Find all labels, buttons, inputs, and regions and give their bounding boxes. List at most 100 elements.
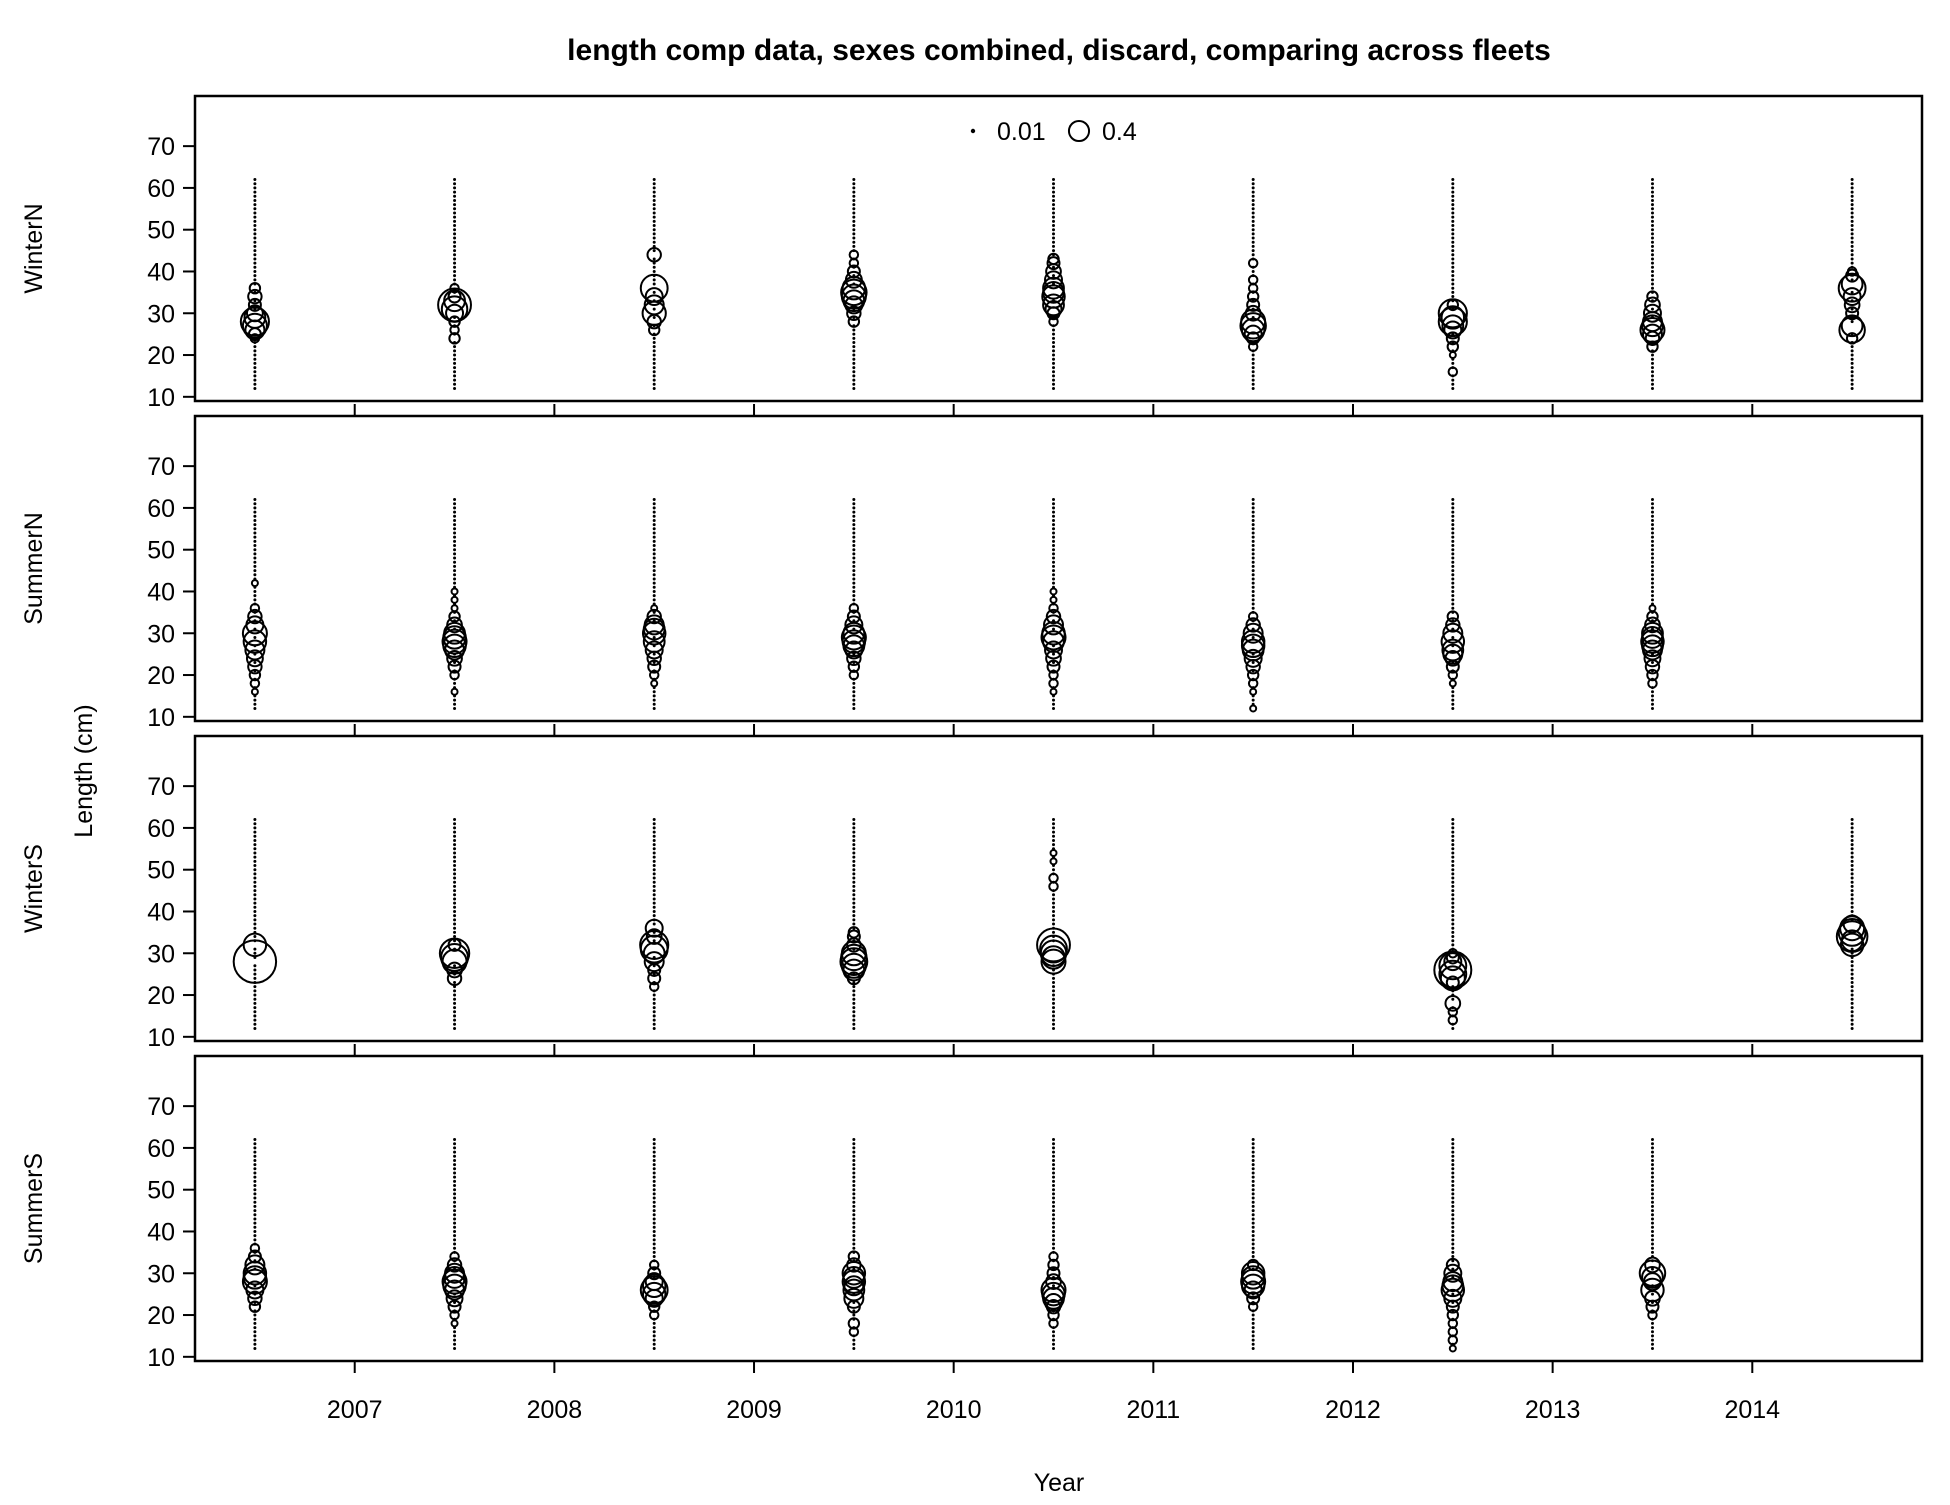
data-point xyxy=(1451,498,1455,502)
data-point xyxy=(1850,851,1854,855)
data-point xyxy=(1451,1250,1455,1254)
data-point xyxy=(442,625,467,650)
data-point xyxy=(253,1225,257,1229)
data-point xyxy=(1440,629,1466,654)
data-point xyxy=(652,194,656,198)
data-point xyxy=(1650,307,1654,311)
data-point xyxy=(1850,178,1854,182)
data-point xyxy=(453,386,457,390)
year-column xyxy=(232,818,278,1030)
data-point xyxy=(1451,594,1455,598)
data-point xyxy=(1451,290,1455,294)
data-point xyxy=(852,1184,856,1188)
data-point xyxy=(652,1221,656,1225)
data-point xyxy=(1052,669,1056,673)
data-point xyxy=(445,1289,464,1308)
data-point xyxy=(1650,498,1654,502)
data-point xyxy=(1052,1192,1056,1196)
data-point xyxy=(652,349,656,353)
data-point xyxy=(1650,1184,1654,1188)
data-point xyxy=(1650,502,1654,506)
data-point xyxy=(1040,1276,1067,1303)
data-point xyxy=(453,374,457,378)
data-point xyxy=(1451,178,1455,182)
data-point xyxy=(1251,635,1255,639)
data-point xyxy=(1850,345,1854,349)
data-point xyxy=(1850,914,1854,918)
data-point xyxy=(1251,577,1255,581)
data-point xyxy=(1251,1342,1255,1346)
data-point xyxy=(1850,985,1854,989)
data-point xyxy=(1451,897,1455,901)
data-point xyxy=(652,1167,656,1171)
data-point xyxy=(253,502,257,506)
data-point xyxy=(1445,1257,1460,1272)
data-point xyxy=(1052,1250,1056,1254)
data-point xyxy=(852,619,856,623)
data-point xyxy=(1052,336,1056,340)
data-point xyxy=(1451,935,1455,939)
data-point xyxy=(253,1321,257,1325)
data-point xyxy=(1650,1196,1654,1200)
data-point xyxy=(253,548,257,552)
x-tick-label: 2011 xyxy=(1126,1396,1180,1424)
data-point xyxy=(253,1313,257,1317)
data-point xyxy=(1451,706,1455,710)
data-point xyxy=(453,1225,457,1229)
data-point xyxy=(1451,834,1455,838)
data-point xyxy=(1049,848,1058,857)
data-point xyxy=(1839,932,1865,958)
data-point xyxy=(1850,893,1854,897)
data-point xyxy=(1650,1309,1654,1313)
data-point xyxy=(1650,228,1654,232)
data-point xyxy=(1451,602,1455,606)
data-point xyxy=(652,905,656,909)
data-point xyxy=(253,224,257,228)
data-point xyxy=(453,1167,457,1171)
data-point xyxy=(253,859,257,863)
data-point xyxy=(1451,224,1455,228)
data-point xyxy=(1451,1026,1455,1030)
year-column xyxy=(1240,1138,1267,1350)
data-point xyxy=(652,203,656,207)
data-point xyxy=(253,909,257,913)
data-point xyxy=(852,581,856,585)
data-point xyxy=(1650,627,1654,631)
data-point xyxy=(852,219,856,223)
data-point xyxy=(1850,843,1854,847)
data-point xyxy=(1451,690,1455,694)
data-point xyxy=(253,1259,257,1263)
data-point xyxy=(1052,186,1056,190)
data-point xyxy=(652,1175,656,1179)
year-column xyxy=(1639,178,1666,390)
data-point xyxy=(253,594,257,598)
data-point xyxy=(1251,257,1255,261)
data-point xyxy=(652,1146,656,1150)
data-point xyxy=(1451,299,1455,303)
data-point xyxy=(852,1196,856,1200)
data-point xyxy=(453,274,457,278)
data-point xyxy=(652,278,656,282)
data-point xyxy=(1451,598,1455,602)
data-point xyxy=(1052,1184,1056,1188)
data-point xyxy=(1451,232,1455,236)
data-point xyxy=(852,1229,856,1233)
data-point xyxy=(843,1287,865,1309)
legend-marker-small xyxy=(970,128,976,134)
data-point xyxy=(1052,203,1056,207)
panel-summern: 10 20 30 40 50 60 70 SummerN xyxy=(20,414,1924,732)
data-point xyxy=(652,527,656,531)
data-point xyxy=(1052,349,1056,353)
data-point xyxy=(253,901,257,905)
data-point xyxy=(852,1138,856,1142)
data-point xyxy=(1650,544,1654,548)
data-point xyxy=(1850,290,1854,294)
data-point xyxy=(1451,253,1455,257)
data-point xyxy=(1451,822,1455,826)
data-point xyxy=(1251,1225,1255,1229)
data-point xyxy=(453,1150,457,1154)
data-point xyxy=(453,981,457,985)
data-point xyxy=(1850,868,1854,872)
data-point xyxy=(652,1196,656,1200)
data-point xyxy=(1243,648,1263,668)
